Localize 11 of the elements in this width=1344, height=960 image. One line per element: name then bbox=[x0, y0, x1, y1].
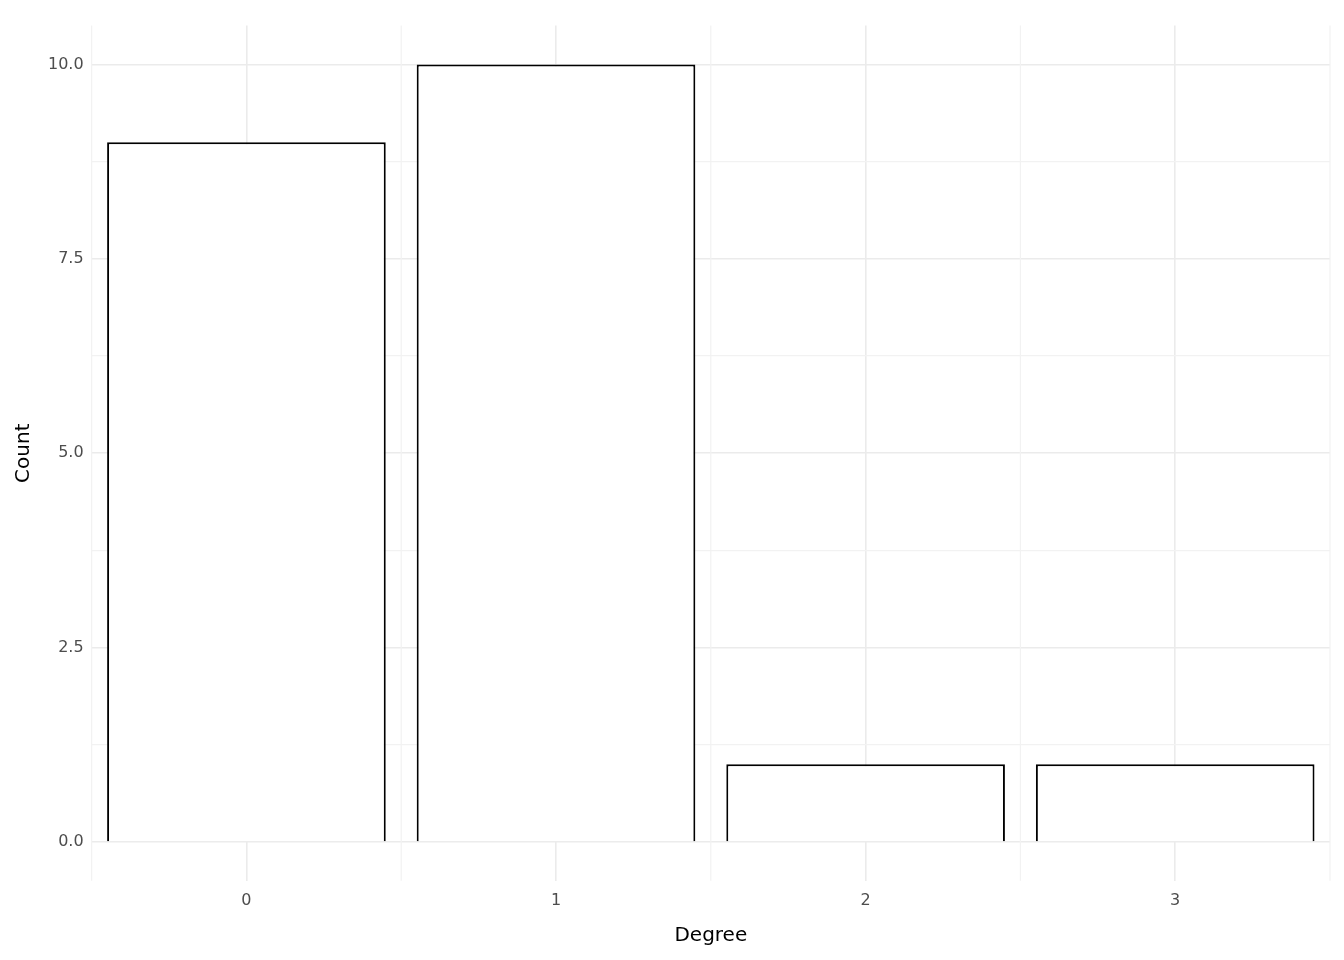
y-tick-label: 5.0 bbox=[58, 442, 84, 462]
y-axis-title: Count bbox=[10, 423, 35, 483]
x-tick-label: 2 bbox=[860, 889, 871, 909]
x-axis-title: Degree bbox=[674, 922, 748, 947]
x-tick-label: 1 bbox=[550, 889, 562, 909]
y-tick-label: 7.5 bbox=[58, 247, 84, 267]
x-tick-label: 3 bbox=[1170, 889, 1181, 909]
y-tick-label: 2.5 bbox=[58, 636, 84, 656]
y-tick-label: 10.0 bbox=[48, 53, 84, 73]
y-tick-label: 0.0 bbox=[58, 831, 84, 851]
x-tick-label: 0 bbox=[241, 889, 252, 909]
